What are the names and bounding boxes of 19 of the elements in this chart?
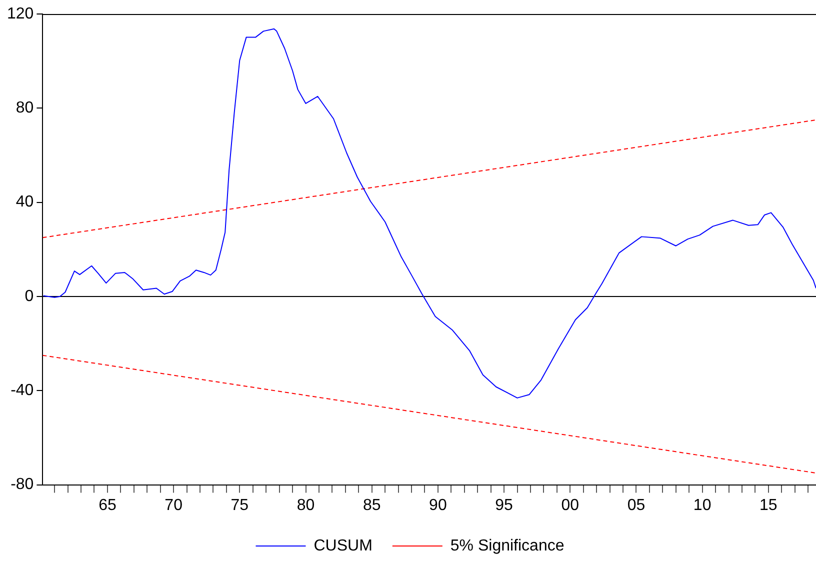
x-tick-label: 05 xyxy=(627,496,646,514)
x-tick-label: 75 xyxy=(230,496,249,514)
y-tick-label: 80 xyxy=(16,100,34,117)
y-tick-label: -40 xyxy=(10,382,34,400)
x-tick-label: 10 xyxy=(693,496,712,514)
x-tick-label: 80 xyxy=(296,496,315,514)
legend-label: 5% Significance xyxy=(450,537,564,554)
x-tick-label: 15 xyxy=(760,496,778,514)
y-tick-label: 40 xyxy=(16,194,34,211)
x-tick-label: 70 xyxy=(164,496,183,514)
y-tick-label: -80 xyxy=(10,476,34,494)
x-tick-label: 90 xyxy=(429,496,447,514)
x-tick-label: 95 xyxy=(495,496,514,514)
y-tick-label: 120 xyxy=(6,5,34,22)
legend-label: CUSUM xyxy=(314,537,372,554)
x-tick-label: 65 xyxy=(98,496,116,514)
x-tick-label: 00 xyxy=(561,496,580,514)
y-tick-label: 0 xyxy=(24,288,34,305)
x-tick-label: 85 xyxy=(362,496,381,514)
